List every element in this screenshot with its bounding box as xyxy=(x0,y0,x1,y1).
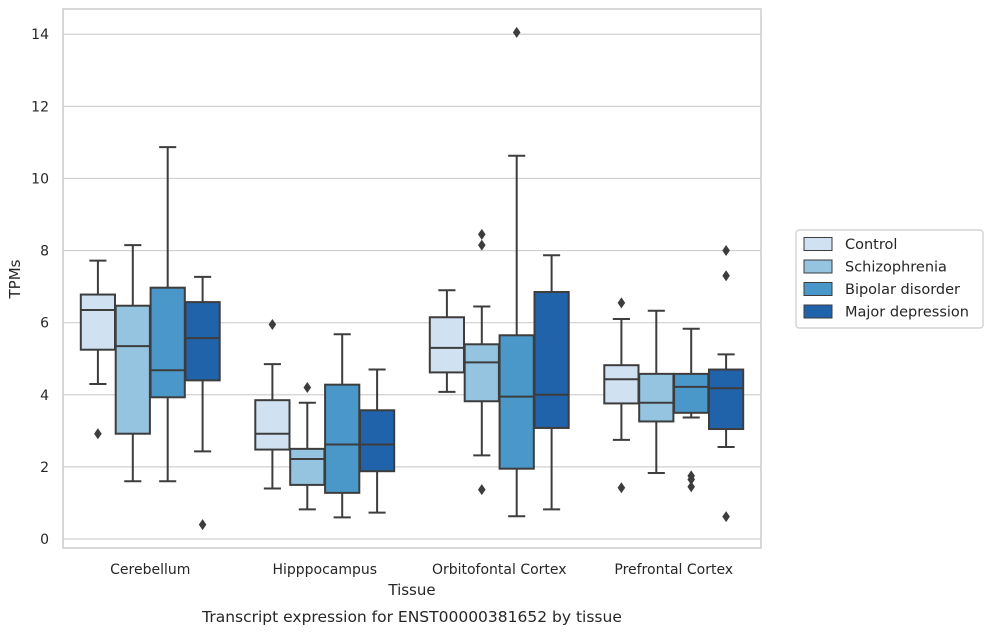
box xyxy=(358,409,396,473)
y-tick-label: 2 xyxy=(40,460,49,476)
y-tick-labels: 0 2 4 6 8 10 12 14 xyxy=(31,27,49,548)
outlier-point xyxy=(722,511,730,523)
y-tick-label: 10 xyxy=(31,171,49,187)
outlier-point xyxy=(303,382,312,394)
plot-frame xyxy=(62,8,762,549)
box xyxy=(533,291,570,429)
box-1-3 xyxy=(358,368,396,514)
outlier-point xyxy=(478,484,486,496)
x-tick-label: Hipppocampus xyxy=(272,562,377,578)
outlier-point xyxy=(512,26,521,38)
outlier-point xyxy=(722,245,730,257)
box xyxy=(463,343,500,403)
box-3-3 xyxy=(707,245,745,523)
outlier-point xyxy=(722,270,730,282)
y-axis-label: TPMs xyxy=(6,259,24,299)
box xyxy=(184,301,221,382)
outlier-point xyxy=(687,473,695,485)
box-1-0 xyxy=(254,318,291,490)
y-tick-label: 0 xyxy=(40,532,49,548)
legend-swatch xyxy=(803,237,833,251)
legend-swatch xyxy=(803,282,833,296)
box xyxy=(498,334,535,470)
outlier-point xyxy=(94,428,102,440)
box xyxy=(79,293,117,351)
box-0-3 xyxy=(184,275,221,531)
legend: Control Schizophrenia Bipolar disorder Majo… xyxy=(795,229,984,329)
box-2-1 xyxy=(463,228,500,496)
y-tick-label: 8 xyxy=(40,244,49,260)
chart-caption: Transcript expression for ENST0000038165… xyxy=(201,608,622,626)
box-2-3 xyxy=(533,254,570,511)
box xyxy=(254,399,291,451)
x-tick-label: Cerebellum xyxy=(110,562,190,578)
legend-frame xyxy=(795,229,984,329)
legend-swatch xyxy=(803,259,833,274)
outlier-point xyxy=(617,297,626,309)
box-3-1 xyxy=(638,309,675,475)
box-2-2 xyxy=(498,26,535,518)
x-axis-label: Tissue xyxy=(387,581,435,599)
box-3-2 xyxy=(673,327,710,493)
legend-label: Schizophrenia xyxy=(845,260,947,276)
outlier-point xyxy=(268,318,277,330)
outlier-point xyxy=(617,482,626,494)
box xyxy=(673,372,710,414)
outlier-point xyxy=(198,519,207,531)
box xyxy=(289,447,326,486)
legend-label: Bipolar disorder xyxy=(845,282,960,298)
box-3-0 xyxy=(603,297,640,494)
y-tick-label: 4 xyxy=(40,388,49,404)
box-0-2 xyxy=(149,146,186,483)
legend-label: Control xyxy=(845,237,897,253)
legend-swatch xyxy=(803,304,833,319)
outlier-point xyxy=(687,481,695,493)
box xyxy=(707,368,745,431)
x-tick-label: Orbitofontal Cortex xyxy=(432,562,567,578)
x-tick-labels: Cerebellum Hipppocampus Orbitofontal Corte… xyxy=(110,562,733,578)
box xyxy=(149,286,186,399)
y-tick-label: 6 xyxy=(40,316,49,332)
box xyxy=(603,364,640,405)
box-0-1 xyxy=(114,244,151,483)
box-0-0 xyxy=(79,259,117,440)
box-1-1 xyxy=(289,382,326,511)
box-groups xyxy=(79,26,745,531)
y-tick-label: 14 xyxy=(31,27,49,43)
legend-label: Major depression xyxy=(845,305,969,321)
box xyxy=(428,316,466,374)
box xyxy=(324,383,361,494)
box xyxy=(114,304,151,435)
box-2-0 xyxy=(428,289,466,393)
box-1-2 xyxy=(324,333,361,519)
outlier-point xyxy=(478,239,486,251)
outlier-point xyxy=(478,228,486,240)
y-tick-label: 12 xyxy=(31,99,49,115)
x-tick-label: Prefrontal Cortex xyxy=(614,562,733,578)
box xyxy=(638,372,675,423)
